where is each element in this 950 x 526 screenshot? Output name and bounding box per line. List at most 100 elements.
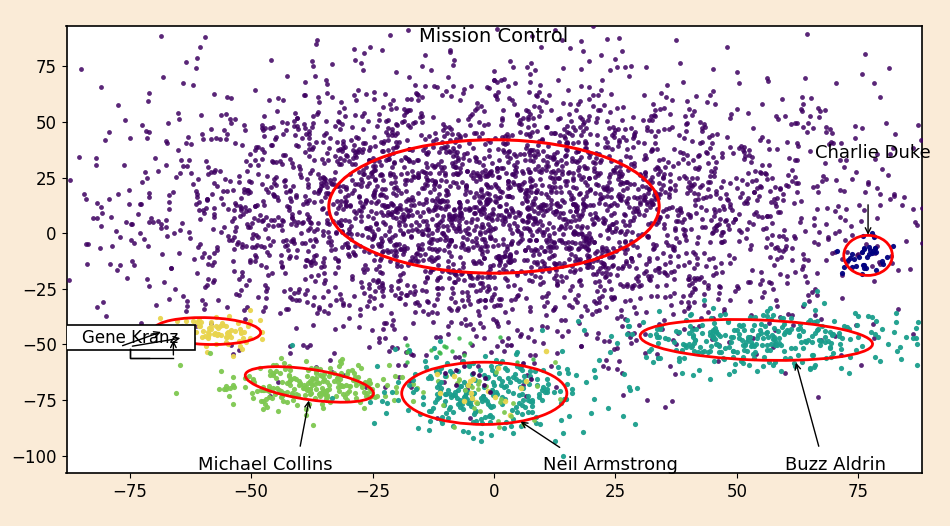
Point bbox=[795, 302, 810, 310]
Point bbox=[347, 44, 362, 53]
Point bbox=[785, 320, 800, 329]
Point bbox=[392, 201, 408, 209]
Point bbox=[410, 257, 426, 265]
Point bbox=[571, 317, 586, 326]
Point bbox=[322, 134, 337, 142]
Point bbox=[132, 200, 147, 208]
Point bbox=[649, 329, 664, 338]
Point bbox=[456, 262, 471, 271]
Point bbox=[550, 199, 565, 207]
Point bbox=[420, 298, 435, 306]
Point bbox=[687, 347, 702, 355]
Point bbox=[636, 151, 652, 159]
Point bbox=[443, 268, 458, 276]
Point bbox=[858, 187, 873, 196]
Point bbox=[235, 345, 250, 353]
Point bbox=[203, 318, 218, 326]
Point bbox=[405, 211, 420, 219]
Point bbox=[683, 290, 698, 299]
Point bbox=[777, 347, 792, 355]
Point bbox=[218, 381, 234, 390]
Point bbox=[126, 261, 142, 269]
Point bbox=[551, 213, 566, 221]
Point bbox=[176, 292, 191, 300]
Point bbox=[339, 369, 354, 378]
Point bbox=[680, 183, 695, 191]
Point bbox=[483, 273, 498, 281]
Point bbox=[479, 247, 494, 256]
Point bbox=[475, 191, 490, 199]
Point bbox=[581, 95, 597, 104]
Point bbox=[386, 158, 401, 167]
Point bbox=[307, 252, 322, 261]
Point bbox=[623, 254, 638, 262]
Point bbox=[747, 313, 762, 321]
Point bbox=[644, 200, 659, 208]
Point bbox=[752, 326, 768, 334]
Point bbox=[940, 308, 950, 316]
Point bbox=[688, 336, 703, 345]
Point bbox=[616, 102, 631, 110]
Point bbox=[428, 254, 444, 262]
Point bbox=[550, 201, 565, 210]
Point bbox=[857, 260, 872, 269]
Point bbox=[563, 190, 579, 199]
Point bbox=[749, 350, 764, 358]
Point bbox=[219, 332, 235, 341]
Point bbox=[651, 264, 666, 272]
Point bbox=[224, 217, 239, 226]
Point bbox=[573, 255, 588, 263]
Point bbox=[549, 266, 564, 274]
Point bbox=[465, 257, 480, 265]
Point bbox=[512, 363, 527, 372]
Point bbox=[309, 362, 324, 371]
Point bbox=[385, 17, 400, 25]
Point bbox=[370, 197, 386, 205]
Point bbox=[454, 208, 469, 217]
Point bbox=[401, 261, 416, 269]
Point bbox=[313, 392, 328, 400]
Point bbox=[378, 231, 393, 239]
Point bbox=[866, 232, 882, 241]
Point bbox=[530, 208, 545, 217]
Point bbox=[443, 48, 458, 57]
Point bbox=[839, 323, 854, 331]
Point bbox=[445, 284, 460, 292]
Point bbox=[340, 243, 355, 251]
Point bbox=[789, 188, 805, 196]
Point bbox=[649, 254, 664, 262]
Point bbox=[248, 85, 263, 94]
Point bbox=[439, 177, 454, 185]
Point bbox=[369, 199, 384, 208]
Point bbox=[596, 361, 611, 370]
Point bbox=[818, 333, 833, 341]
Point bbox=[474, 419, 489, 427]
Point bbox=[490, 319, 505, 327]
Point bbox=[324, 179, 339, 188]
Point bbox=[652, 156, 667, 165]
Point bbox=[630, 137, 645, 146]
Point bbox=[398, 7, 413, 15]
Point bbox=[393, 189, 408, 197]
Point bbox=[603, 332, 618, 340]
Point bbox=[477, 351, 492, 360]
Point bbox=[474, 220, 489, 228]
Point bbox=[367, 186, 382, 194]
Point bbox=[300, 379, 315, 388]
Point bbox=[606, 294, 621, 302]
Point bbox=[788, 362, 803, 370]
Point bbox=[542, 247, 558, 255]
Point bbox=[542, 182, 557, 190]
Point bbox=[221, 330, 237, 338]
Point bbox=[325, 93, 340, 101]
Point bbox=[539, 190, 554, 199]
Point bbox=[311, 108, 326, 116]
Point bbox=[334, 120, 350, 128]
Point bbox=[397, 153, 412, 161]
Point bbox=[578, 200, 593, 209]
Point bbox=[644, 292, 659, 301]
Point bbox=[295, 384, 311, 392]
Point bbox=[540, 323, 555, 331]
Point bbox=[651, 127, 666, 135]
Point bbox=[632, 282, 647, 290]
